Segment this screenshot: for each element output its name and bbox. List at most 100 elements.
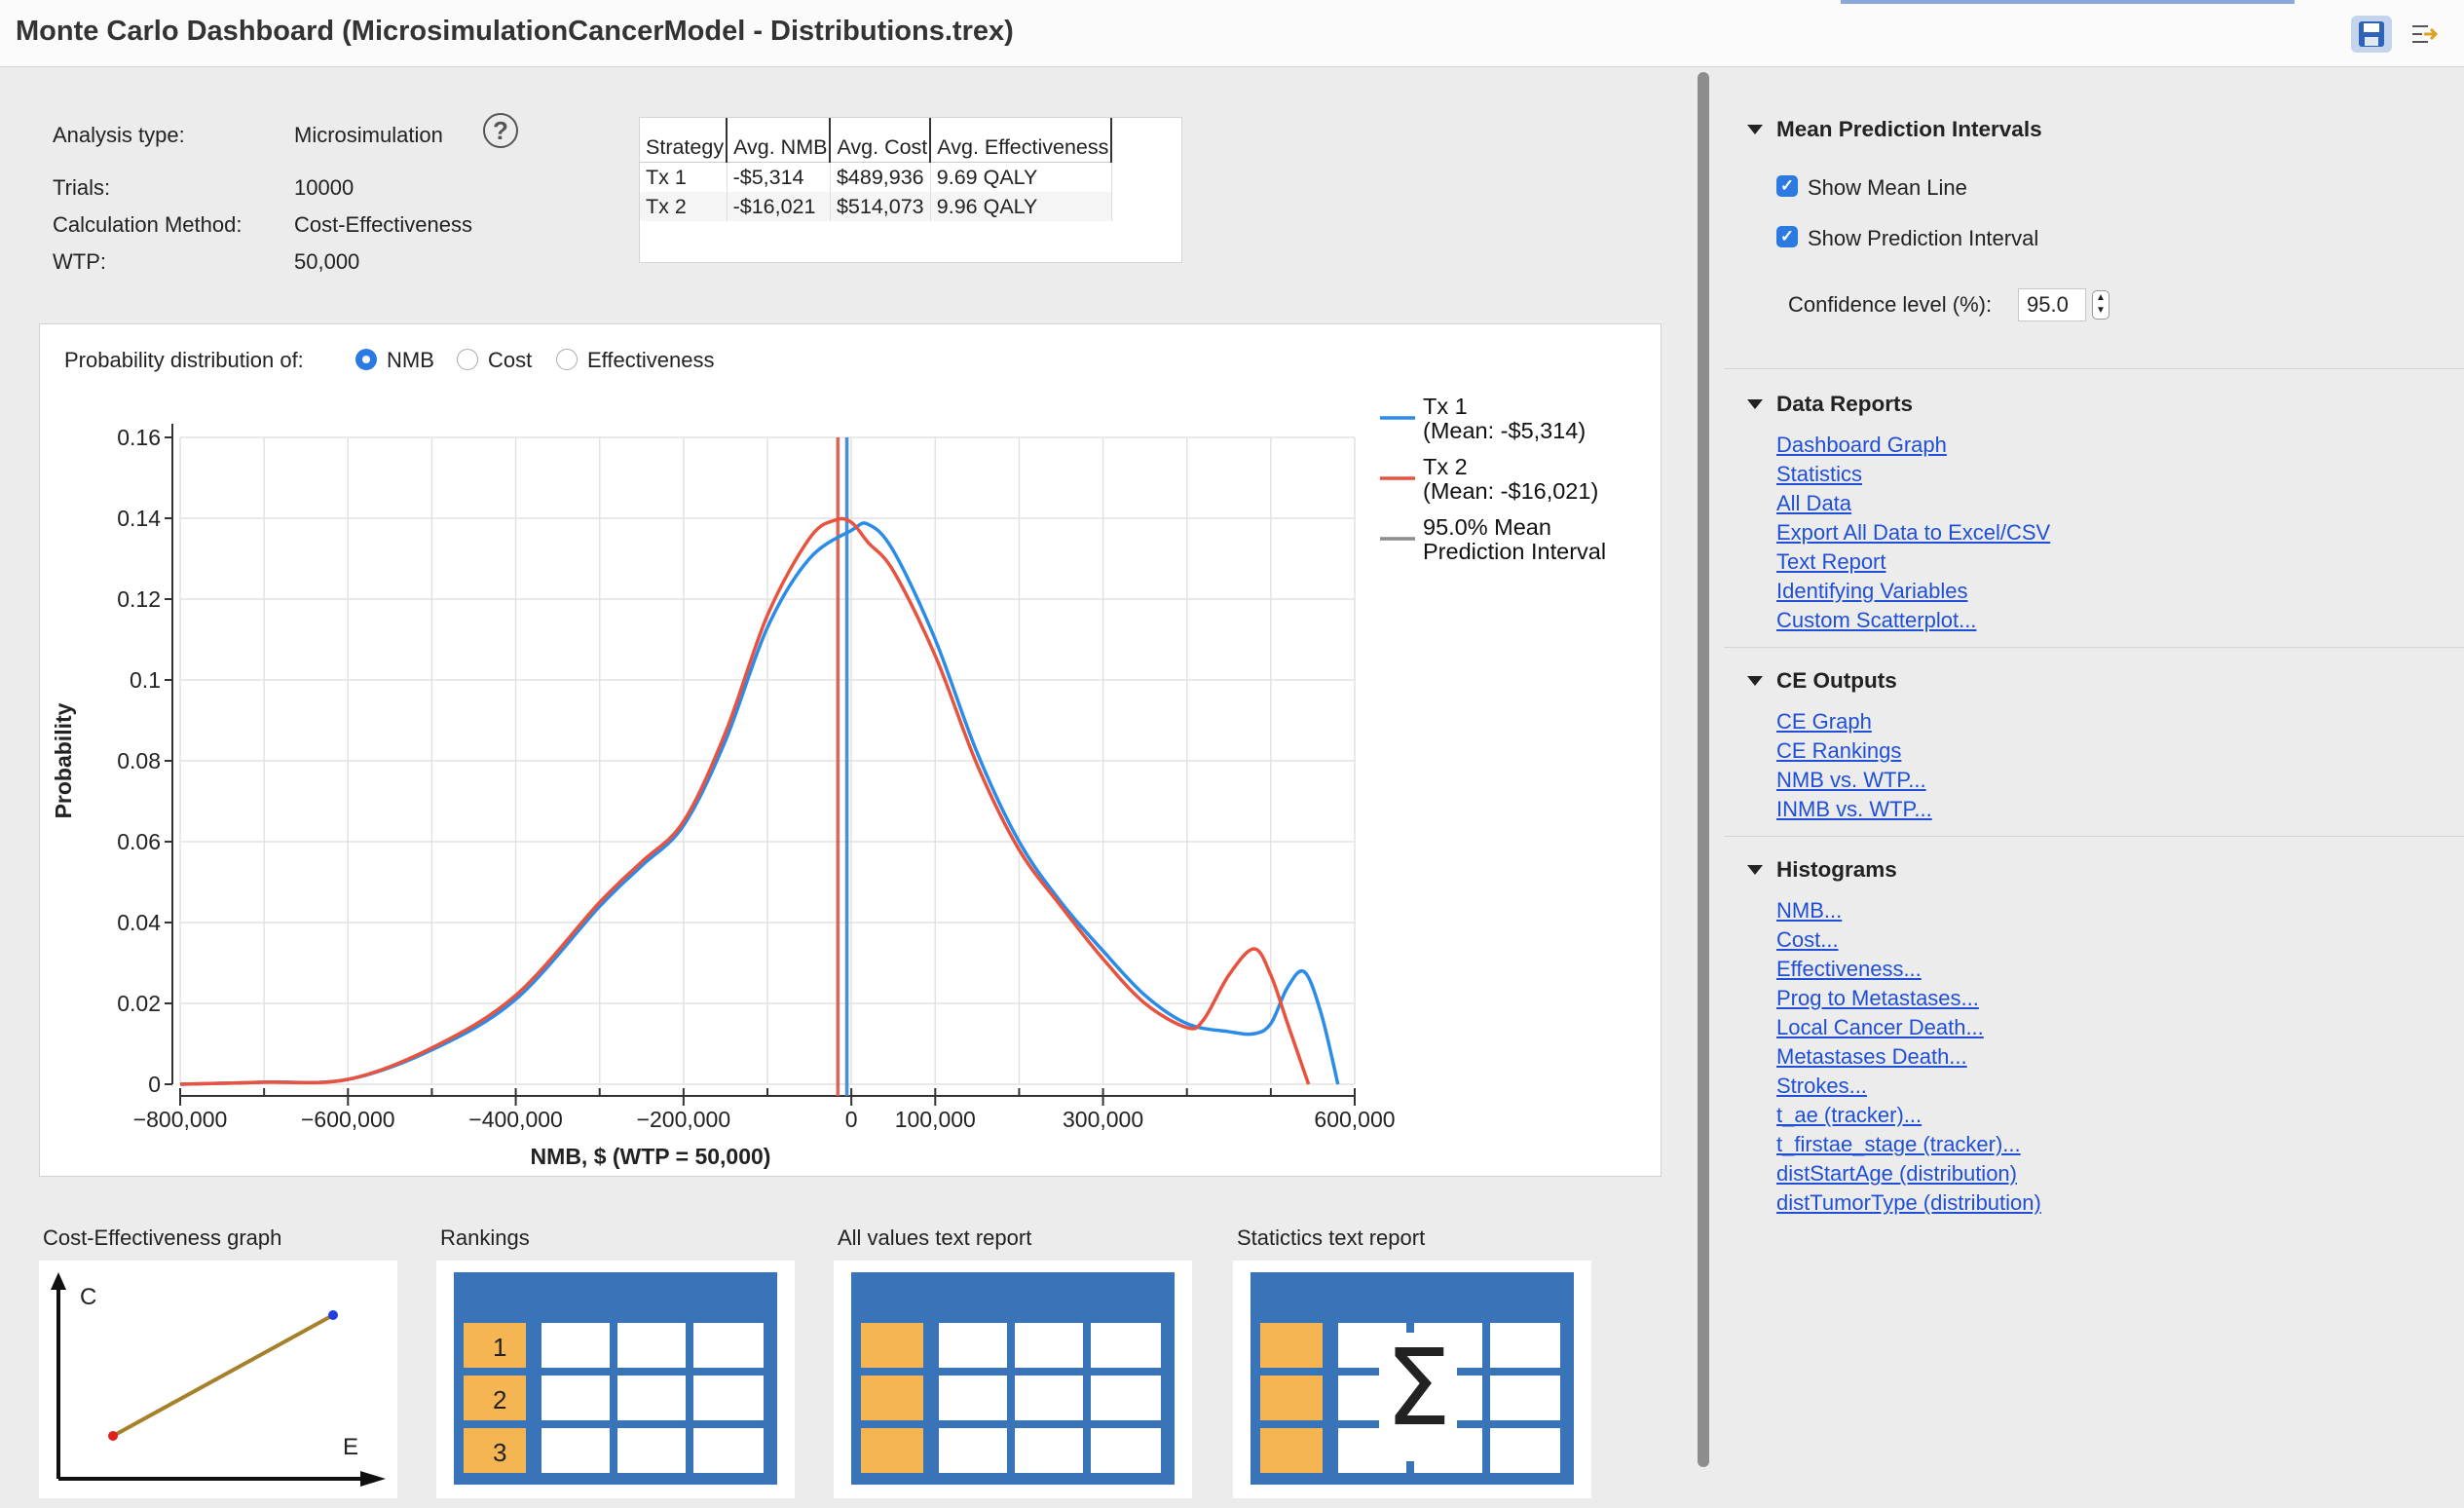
radio-effectiveness[interactable] — [556, 349, 578, 370]
table-row[interactable]: Tx 2 -$16,021 $514,073 9.96 QALY — [640, 192, 1112, 221]
table-cell: Tx 2 — [640, 192, 728, 221]
save-button[interactable] — [2351, 16, 2392, 53]
section-title-data-reports[interactable]: Data Reports — [1776, 392, 1914, 416]
x-tick-label: 0 — [845, 1107, 858, 1132]
section-title-histograms[interactable]: Histograms — [1776, 857, 1897, 882]
link-all-data[interactable]: All Data — [1776, 491, 1852, 515]
y-tick-label: 0.08 — [117, 748, 161, 773]
all-values-table-icon — [851, 1272, 1175, 1485]
y-tick-label: 0.1 — [130, 667, 161, 693]
active-tab-indicator — [1841, 0, 2295, 4]
column-header[interactable]: Avg. Cost — [830, 118, 932, 163]
y-tick-label: 0.12 — [117, 586, 161, 612]
link-histogram-t-firstae-stage[interactable]: t_firstae_stage (tracker)... — [1776, 1132, 2021, 1156]
link-identifying-variables[interactable]: Identifying Variables — [1776, 579, 1968, 603]
table-cell: $489,936 — [830, 162, 931, 192]
link-ce-graph[interactable]: CE Graph — [1776, 709, 1872, 734]
link-export-all-data[interactable]: Export All Data to Excel/CSV — [1776, 520, 2051, 545]
show-prediction-interval-label[interactable]: Show Prediction Interval — [1808, 226, 2039, 250]
ce-graph-thumbnail[interactable]: C E — [39, 1261, 397, 1498]
link-text-report[interactable]: Text Report — [1776, 549, 1886, 574]
wtp-label: WTP: — [53, 249, 106, 274]
legend-label: 95.0% Mean — [1423, 514, 1551, 540]
radio-effectiveness-label[interactable]: Effectiveness — [587, 348, 715, 372]
rankings-table-icon — [454, 1272, 777, 1485]
all-values-thumbnail[interactable] — [834, 1261, 1192, 1498]
thumb-label-all-values: All values text report — [838, 1225, 1032, 1250]
collapse-triangle-icon[interactable] — [1747, 676, 1763, 686]
x-tick-label: −200,000 — [637, 1107, 731, 1132]
rank-number: 1 — [493, 1333, 507, 1362]
help-icon[interactable]: ? — [483, 113, 518, 148]
link-dashboard-graph[interactable]: Dashboard Graph — [1776, 433, 1947, 457]
y-tick-label: 0.02 — [117, 991, 161, 1016]
link-histogram-effectiveness[interactable]: Effectiveness... — [1776, 957, 1922, 981]
column-header[interactable]: Avg. Effectiveness — [930, 118, 1113, 163]
legend-label: Tx 2 — [1423, 454, 1468, 479]
link-inmb-vs-wtp[interactable]: INMB vs. WTP... — [1776, 797, 1932, 821]
confidence-level-label: Confidence level (%): — [1788, 292, 1993, 317]
section-divider — [1724, 836, 2464, 837]
collapse-triangle-icon[interactable] — [1747, 399, 1763, 409]
confidence-level-input[interactable]: 95.0 — [2018, 288, 2086, 321]
export-button[interactable] — [2404, 16, 2445, 53]
link-histogram-strokes[interactable]: Strokes... — [1776, 1074, 1867, 1098]
save-icon — [2359, 21, 2384, 47]
scrollbar-thumb[interactable] — [1698, 72, 1709, 1467]
statistics-sigma-icon — [1251, 1272, 1574, 1485]
link-histogram-nmb[interactable]: NMB... — [1776, 898, 1843, 923]
show-mean-line-label[interactable]: Show Mean Line — [1808, 175, 1967, 200]
section-title-ce-outputs[interactable]: CE Outputs — [1776, 668, 1897, 693]
x-tick-label: 300,000 — [1063, 1107, 1143, 1132]
link-histogram-local-cancer-death[interactable]: Local Cancer Death... — [1776, 1015, 1984, 1039]
section-title-mean-prediction[interactable]: Mean Prediction Intervals — [1776, 117, 2042, 141]
ce-graph-icon — [51, 1272, 386, 1487]
table-cell: Tx 1 — [640, 162, 728, 192]
show-prediction-interval-checkbox[interactable]: ✓ — [1776, 226, 1798, 247]
x-tick-label: 100,000 — [895, 1107, 976, 1132]
confidence-stepper-icon[interactable]: ▲ ▼ — [2092, 290, 2109, 320]
radio-cost-label[interactable]: Cost — [488, 348, 533, 372]
link-histogram-t-ae[interactable]: t_ae (tracker)... — [1776, 1103, 1923, 1127]
link-histogram-dist-tumor-type[interactable]: distTumorType (distribution) — [1776, 1190, 2041, 1215]
method-label: Calculation Method: — [53, 212, 243, 237]
link-ce-rankings[interactable]: CE Rankings — [1776, 738, 1902, 763]
method-value: Cost-Effectiveness — [294, 212, 473, 237]
y-tick-label: 0.06 — [117, 829, 161, 854]
legend-label: Tx 1 — [1423, 394, 1468, 419]
y-tick-label: 0.04 — [117, 910, 161, 935]
link-histogram-metastases-death[interactable]: Metastases Death... — [1776, 1044, 1967, 1069]
legend-label: Prediction Interval — [1423, 539, 1606, 564]
density-series-line — [179, 521, 1340, 1086]
analysis-type-value: Microsimulation — [294, 123, 443, 147]
statistics-thumbnail[interactable]: Σ — [1233, 1261, 1591, 1498]
density-series-line — [179, 516, 1311, 1086]
radio-cost[interactable] — [457, 349, 478, 370]
link-histogram-dist-start-age[interactable]: distStartAge (distribution) — [1776, 1161, 2017, 1186]
link-custom-scatterplot[interactable]: Custom Scatterplot... — [1776, 608, 1977, 632]
x-tick-label: −400,000 — [468, 1107, 563, 1132]
link-statistics[interactable]: Statistics — [1776, 462, 1863, 486]
show-mean-line-checkbox[interactable]: ✓ — [1776, 175, 1798, 197]
x-tick-label: −800,000 — [133, 1107, 228, 1132]
column-header[interactable]: Strategy — [640, 118, 728, 163]
ce-axis-c-label: C — [80, 1284, 97, 1310]
x-tick-label: −600,000 — [301, 1107, 395, 1132]
radio-nmb[interactable] — [355, 349, 377, 370]
collapse-triangle-icon[interactable] — [1747, 125, 1763, 134]
column-header[interactable]: Avg. NMB — [727, 118, 832, 163]
ce-axis-e-label: E — [343, 1434, 359, 1460]
x-tick-label: 600,000 — [1314, 1107, 1395, 1132]
title-bar: Monte Carlo Dashboard (MicrosimulationCa… — [0, 0, 2464, 67]
collapse-triangle-icon[interactable] — [1747, 865, 1763, 875]
table-row[interactable]: Tx 1 -$5,314 $489,936 9.69 QALY — [640, 162, 1112, 192]
link-histogram-cost[interactable]: Cost... — [1776, 927, 1839, 952]
radio-nmb-label[interactable]: NMB — [387, 348, 434, 372]
nmb-distribution-chart[interactable]: 0 0.02 0.04 0.06 0.08 0.1 0.12 0.14 0.16 −800,000… — [40, 324, 1661, 1176]
table-cell: -$16,021 — [727, 192, 831, 221]
rankings-thumbnail[interactable]: 1 2 3 — [436, 1261, 795, 1498]
link-nmb-vs-wtp[interactable]: NMB vs. WTP... — [1776, 768, 1926, 792]
legend-label: (Mean: -$16,021) — [1423, 478, 1598, 504]
x-axis-title: NMB, $ (WTP = 50,000) — [531, 1144, 771, 1169]
link-histogram-prog-metastases[interactable]: Prog to Metastases... — [1776, 986, 1979, 1010]
